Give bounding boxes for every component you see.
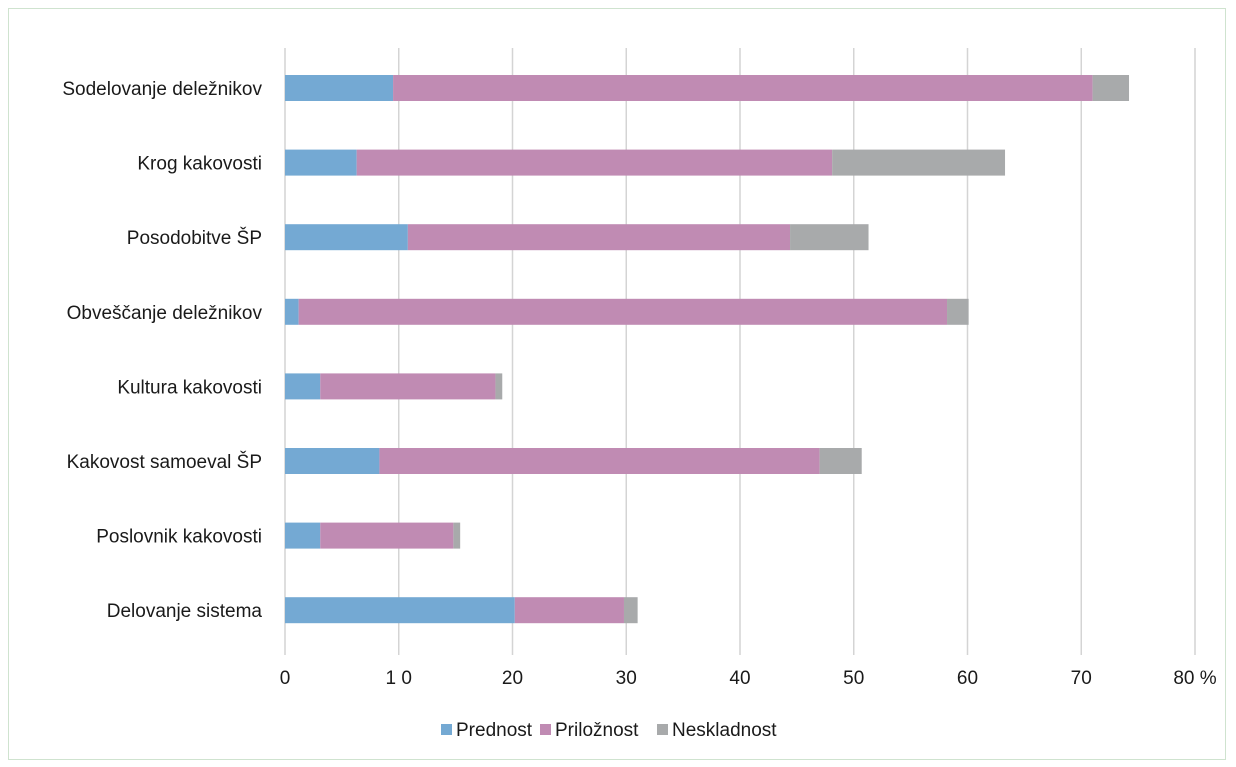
bar-segment-neskladnost bbox=[819, 448, 862, 474]
x-tick-label: 60 bbox=[957, 668, 978, 689]
legend-swatch bbox=[441, 724, 452, 735]
bar-segment-neskladnost bbox=[790, 224, 869, 251]
x-tick-label: 0 bbox=[280, 668, 291, 689]
legend: Prednost Priložnost Neskladnost bbox=[441, 720, 777, 741]
category-label: Obveščanje deležnikov bbox=[67, 303, 263, 324]
category-labels: Sodelovanje deležnikov Krog kakovosti Poso… bbox=[62, 79, 262, 622]
category-label: Sodelovanje deležnikov bbox=[62, 79, 262, 100]
bar-segment-neskladnost bbox=[623, 597, 638, 624]
x-tick-labels: 0 1 0 20 30 40 50 60 70 80 % bbox=[280, 668, 1217, 689]
bar-segment-prednost bbox=[285, 597, 515, 624]
bar-segment-neskladnost bbox=[453, 522, 461, 549]
bar-segment-prednost bbox=[285, 373, 321, 400]
bar-segment-priložnost bbox=[320, 522, 454, 549]
bar-segment-prednost bbox=[285, 448, 380, 474]
bar-segment-prednost bbox=[285, 224, 408, 251]
x-tick-label: 30 bbox=[616, 668, 637, 689]
x-tick-label: 50 bbox=[843, 668, 864, 689]
legend-label: Prednost bbox=[456, 720, 533, 741]
bar-segment-neskladnost bbox=[947, 298, 969, 325]
bar-segment-prednost bbox=[285, 149, 357, 176]
bar-segment-priložnost bbox=[356, 149, 833, 176]
legend-label: Priložnost bbox=[555, 720, 639, 741]
category-label: Krog kakovosti bbox=[137, 154, 262, 175]
x-tick-label: 40 bbox=[729, 668, 750, 689]
legend-swatch bbox=[540, 724, 551, 735]
x-tick-label: 70 bbox=[1071, 668, 1092, 689]
x-tick-label: 20 bbox=[502, 668, 523, 689]
bar-segment-neskladnost bbox=[832, 149, 1006, 176]
x-tick-label: 80 % bbox=[1173, 668, 1216, 689]
bar-segment-priložnost bbox=[407, 224, 791, 251]
category-label: Delovanje sistema bbox=[107, 601, 263, 622]
chart-frame bbox=[8, 8, 1226, 760]
bar-segment-prednost bbox=[285, 522, 321, 549]
category-label: Poslovnik kakovosti bbox=[96, 527, 262, 548]
x-tick-label: 1 0 bbox=[386, 668, 412, 689]
category-label: Posodobitve ŠP bbox=[127, 227, 262, 249]
bar-segment-priložnost bbox=[379, 448, 820, 474]
bar-segment-priložnost bbox=[393, 75, 1093, 101]
category-label: Kakovost samoeval ŠP bbox=[67, 451, 262, 473]
bar-segment-priložnost bbox=[514, 597, 624, 624]
legend-label: Neskladnost bbox=[672, 720, 777, 741]
bar-segment-priložnost bbox=[298, 298, 948, 325]
gridlines bbox=[284, 48, 1196, 655]
category-label: Kultura kakovosti bbox=[117, 377, 262, 398]
bars bbox=[285, 75, 1130, 624]
bar-segment-neskladnost bbox=[1092, 75, 1130, 101]
bar-segment-prednost bbox=[285, 75, 394, 101]
bar-segment-prednost bbox=[285, 298, 299, 325]
bar-segment-neskladnost bbox=[495, 373, 503, 400]
bar-segment-priložnost bbox=[320, 373, 496, 400]
legend-swatch bbox=[657, 724, 668, 735]
